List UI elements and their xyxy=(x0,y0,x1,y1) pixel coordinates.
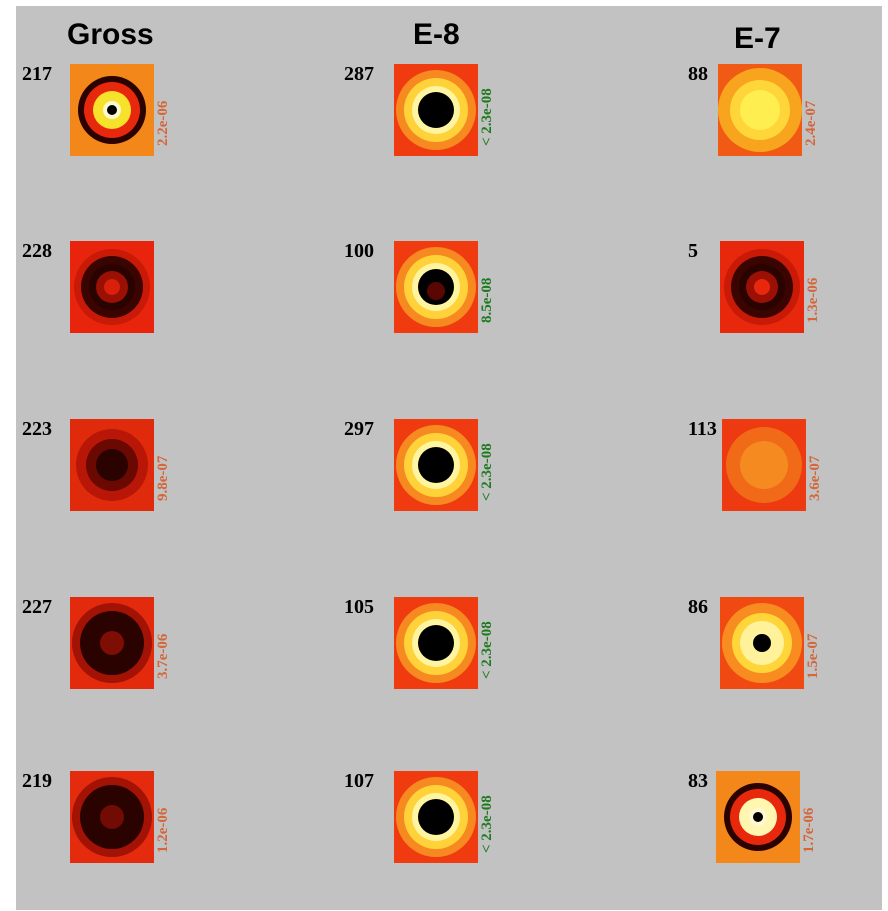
heatmap-cell: 86 1.5e-07 xyxy=(688,597,888,707)
heatmap-cell: 297 < 2.3e-08 xyxy=(344,419,544,529)
cell-id-label: 107 xyxy=(344,770,374,792)
cell-id-label: 83 xyxy=(688,770,708,792)
heatmap-cell: 217 2.2e-06 xyxy=(22,64,222,174)
heatmap-image xyxy=(394,771,478,863)
heatmap-cell: 287 < 2.3e-08 xyxy=(344,64,544,174)
heatmap-image xyxy=(70,597,154,689)
cell-id-label: 219 xyxy=(22,770,52,792)
p-value-label: 1.5e-07 xyxy=(805,633,821,679)
p-value-label: 9.8e-07 xyxy=(155,455,171,501)
heatmap-image xyxy=(720,241,804,333)
heatmap-cell: 113 3.6e-07 xyxy=(688,419,888,529)
p-value-label: 1.7e-06 xyxy=(801,807,817,853)
p-value-label: < 2.3e-08 xyxy=(479,443,495,501)
p-value-label: 2.4e-07 xyxy=(803,100,819,146)
cell-id-label: 113 xyxy=(688,418,717,440)
heatmap-image xyxy=(394,419,478,511)
heatmap-image xyxy=(722,419,806,511)
heatmap-cell: 100 8.5e-08 xyxy=(344,241,544,351)
column-title-e7: E-7 xyxy=(734,22,781,55)
p-value-label: 1.3e-06 xyxy=(805,277,821,323)
p-value-label: < 2.3e-08 xyxy=(479,88,495,146)
heatmap-image xyxy=(70,771,154,863)
p-value-label: 8.5e-08 xyxy=(479,277,495,323)
cell-id-label: 227 xyxy=(22,596,52,618)
p-value-label: < 2.3e-08 xyxy=(479,795,495,853)
cell-id-label: 217 xyxy=(22,63,52,85)
heatmap-cell: 5 1.3e-06 xyxy=(688,241,888,351)
cell-id-label: 223 xyxy=(22,418,52,440)
cell-id-label: 228 xyxy=(22,240,52,262)
heatmap-image xyxy=(70,241,154,333)
heatmap-cell: 107 < 2.3e-08 xyxy=(344,771,544,881)
heatmap-image xyxy=(716,771,800,863)
p-value-label: 1.2e-06 xyxy=(155,807,171,853)
cell-id-label: 100 xyxy=(344,240,374,262)
cell-id-label: 86 xyxy=(688,596,708,618)
cell-id-label: 105 xyxy=(344,596,374,618)
cell-id-label: 88 xyxy=(688,63,708,85)
p-value-label: 3.6e-07 xyxy=(807,455,823,501)
cell-id-label: 5 xyxy=(688,240,698,262)
heatmap-cell: 83 1.7e-06 xyxy=(688,771,888,881)
heatmap-image xyxy=(70,419,154,511)
figure-panel: Gross E-8 E-7 217 2.2e-06 228 223 9.8e-07… xyxy=(16,6,882,910)
heatmap-cell: 227 3.7e-06 xyxy=(22,597,222,707)
heatmap-cell: 223 9.8e-07 xyxy=(22,419,222,529)
p-value-label: < 2.3e-08 xyxy=(479,621,495,679)
cell-id-label: 297 xyxy=(344,418,374,440)
heatmap-cell: 105 < 2.3e-08 xyxy=(344,597,544,707)
heatmap-image xyxy=(394,597,478,689)
heatmap-image xyxy=(394,64,478,156)
p-value-label: 2.2e-06 xyxy=(155,100,171,146)
heatmap-image xyxy=(70,64,154,156)
heatmap-cell: 228 xyxy=(22,241,222,351)
heatmap-cell: 88 2.4e-07 xyxy=(688,64,888,174)
column-title-gross: Gross xyxy=(67,18,154,51)
column-title-e8: E-8 xyxy=(413,18,460,51)
heatmap-image xyxy=(394,241,478,333)
heatmap-image xyxy=(720,597,804,689)
cell-id-label: 287 xyxy=(344,63,374,85)
heatmap-image xyxy=(718,64,802,156)
p-value-label: 3.7e-06 xyxy=(155,633,171,679)
heatmap-cell: 219 1.2e-06 xyxy=(22,771,222,881)
